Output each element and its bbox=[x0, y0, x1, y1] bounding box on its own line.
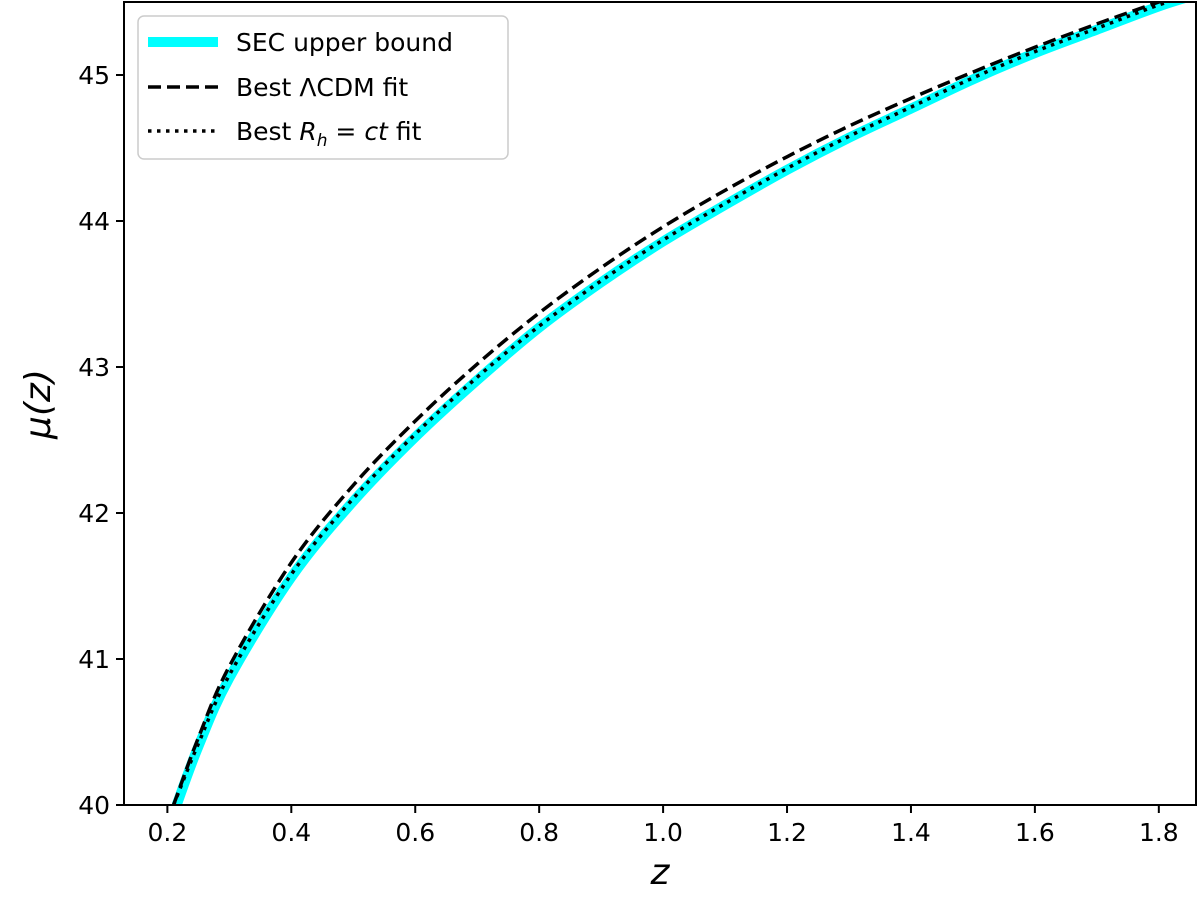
series-line-0 bbox=[171, 2, 1190, 805]
y-tick-label: 45 bbox=[78, 61, 110, 90]
series-group bbox=[171, 2, 1190, 805]
y-axis-ticks: 40 41 42 43 44 45 bbox=[78, 61, 124, 820]
legend-rh-sub: h bbox=[317, 131, 328, 151]
x-tick-label: 0.8 bbox=[519, 818, 559, 847]
x-tick-label: 0.6 bbox=[395, 818, 435, 847]
y-tick-label: 44 bbox=[78, 207, 110, 236]
legend-lcdm-rest: CDM fit bbox=[316, 73, 408, 102]
y-tick-label: 43 bbox=[78, 353, 110, 382]
legend-box bbox=[137, 15, 509, 160]
x-tick-label: 1.6 bbox=[1015, 818, 1055, 847]
legend-rh-ct: ct bbox=[364, 117, 389, 146]
y-tick-label: 42 bbox=[78, 499, 110, 528]
legend-rh-suffix: fit bbox=[388, 117, 422, 146]
legend-label-rh: Best Rh = ct fit bbox=[236, 117, 422, 151]
legend-label-sec: SEC upper bound bbox=[236, 28, 453, 57]
x-axis-label: z bbox=[650, 852, 671, 893]
y-axis-label: μ(z) bbox=[18, 369, 59, 440]
x-tick-label: 1.2 bbox=[767, 818, 807, 847]
legend-lcdm-symbol: Λ bbox=[299, 73, 316, 102]
x-axis-ticks: 0.2 0.4 0.6 0.8 1.0 1.2 1.4 1.6 1.8 bbox=[147, 805, 1179, 847]
y-tick-label: 41 bbox=[78, 645, 110, 674]
plot-frame bbox=[123, 1, 1197, 806]
x-tick-label: 1.0 bbox=[643, 818, 683, 847]
legend-rh-prefix: Best bbox=[236, 117, 299, 146]
legend-rh-R: R bbox=[299, 117, 316, 146]
legend-label-lcdm: Best ΛCDM fit bbox=[236, 73, 408, 102]
x-tick-label: 1.4 bbox=[891, 818, 931, 847]
x-tick-label: 0.2 bbox=[147, 818, 187, 847]
legend-lcdm-prefix: Best bbox=[236, 73, 299, 102]
series-line-1 bbox=[171, 2, 1165, 805]
x-tick-label: 1.8 bbox=[1139, 818, 1179, 847]
legend: SEC upper bound Best ΛCDM fit Best Rh = … bbox=[137, 15, 509, 160]
y-tick-label: 40 bbox=[78, 791, 110, 820]
x-tick-label: 0.4 bbox=[271, 818, 311, 847]
legend-rh-eq: = bbox=[327, 117, 364, 146]
